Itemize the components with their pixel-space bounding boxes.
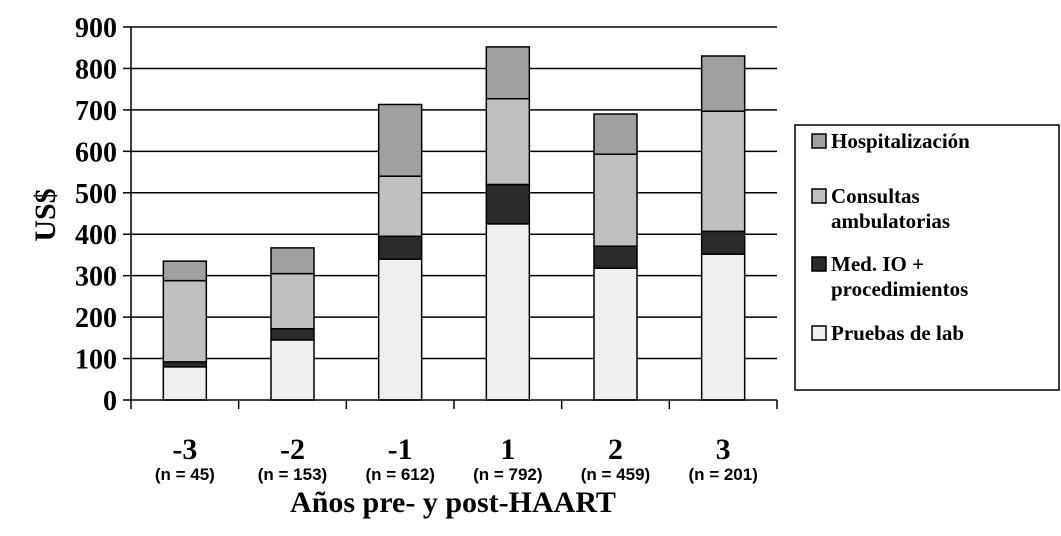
bars <box>130 46 778 409</box>
legend-swatch <box>811 256 827 272</box>
legend-swatch <box>811 133 827 149</box>
x-tick-labels: -3(n = 45) -2(n = 153) -1(n = 612) 1(n = 79… <box>155 433 758 484</box>
y-tick-label: 500 <box>75 179 117 210</box>
y-tick-label: 100 <box>75 345 117 376</box>
bar-segment <box>377 235 423 260</box>
sample-size-label: (n = 45) <box>155 465 215 484</box>
bar-segment <box>162 260 208 282</box>
bar-segment <box>593 113 638 155</box>
axes <box>130 27 777 401</box>
y-tick-label: 700 <box>75 96 117 127</box>
sample-size-label: (n = 201) <box>688 465 757 484</box>
legend-label: Med. IO + <box>831 252 924 276</box>
legend-box <box>794 124 1060 391</box>
bar-segment <box>593 267 638 401</box>
bar-segment <box>162 366 208 401</box>
x-tick-label: 1 <box>500 433 515 466</box>
x-tick-label: -1 <box>388 433 413 466</box>
bar-segment <box>700 230 746 255</box>
bar-segment <box>377 258 423 401</box>
y-tick-label: 800 <box>75 54 117 85</box>
sample-size-label: (n = 612) <box>365 465 434 484</box>
bar-segment <box>377 175 423 238</box>
gridlines <box>123 26 777 401</box>
x-tick-label: -3 <box>172 433 197 466</box>
x-tick-label: -2 <box>280 433 305 466</box>
bar-segment <box>270 327 315 341</box>
bar-segment <box>377 103 423 177</box>
y-tick-labels: 0 100 200 300 400 500 600 700 800 900 <box>75 13 117 417</box>
bar-segment <box>485 223 531 401</box>
bar-segment <box>700 55 746 112</box>
bar-segment <box>270 247 315 275</box>
y-tick-label: 600 <box>75 137 117 168</box>
legend-label: ambulatorias <box>831 209 950 233</box>
sample-size-label: (n = 153) <box>258 465 327 484</box>
y-tick-label: 300 <box>75 262 117 293</box>
legend-swatch <box>811 325 827 341</box>
y-tick-label: 900 <box>75 13 117 44</box>
bar-segment <box>270 272 315 330</box>
y-axis-title: US$ <box>29 188 62 241</box>
bar-segment <box>485 97 531 186</box>
bar-segment <box>270 339 315 401</box>
bar-segment <box>593 153 638 247</box>
x-tick-label: 3 <box>716 433 731 466</box>
y-tick-label: 200 <box>75 303 117 334</box>
legend-label: procedimientos <box>831 277 968 301</box>
bar-segment <box>700 253 746 401</box>
y-tick-label: 0 <box>103 386 117 417</box>
legend-label: Consultas <box>831 184 920 208</box>
bar-segment <box>593 245 638 269</box>
bar-segment <box>162 279 208 363</box>
bar-segment <box>485 183 531 225</box>
legend-label: Hospitalización <box>831 129 970 153</box>
bar-segment <box>700 110 746 233</box>
sample-size-label: (n = 459) <box>581 465 650 484</box>
sample-size-label: (n = 792) <box>473 465 542 484</box>
x-tick-label: 2 <box>608 433 623 466</box>
y-tick-label: 400 <box>75 220 117 251</box>
x-axis-title: Años pre- y post-HAART <box>290 486 616 519</box>
bar-segment <box>485 46 531 100</box>
legend-label: Pruebas de lab <box>831 321 964 345</box>
legend-swatch <box>811 188 827 204</box>
